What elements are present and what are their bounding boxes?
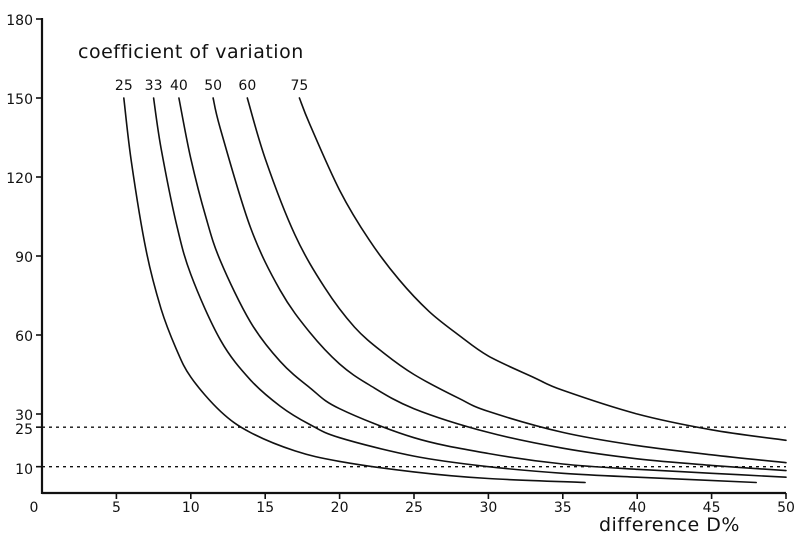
y-tick-label-30: 30 — [15, 408, 33, 424]
ticks — [36, 18, 787, 499]
y-tick-label-10: 10 — [15, 462, 33, 478]
x-tick-label-45: 45 — [703, 500, 721, 516]
x-tick-label-50: 50 — [777, 500, 794, 516]
y-tick-label-120: 120 — [6, 171, 33, 187]
series-label-40: 40 — [170, 78, 188, 94]
x-axis-title: difference D% — [599, 514, 740, 536]
y-tick-label-150: 150 — [6, 92, 33, 108]
curve-cv-50 — [212, 97, 787, 472]
curve-cv-25 — [123, 97, 586, 484]
curves — [123, 97, 787, 484]
series-label-33: 33 — [145, 78, 163, 94]
series-label-25: 25 — [115, 78, 133, 94]
series-labels: 25 33 40 50 60 75 — [115, 78, 308, 94]
reference-lines — [42, 426, 786, 468]
series-label-50: 50 — [204, 78, 222, 94]
curve-cv-75 — [298, 97, 787, 442]
series-label-75: 75 — [291, 78, 309, 94]
y-tick-label-25: 25 — [15, 422, 33, 438]
x-tick-label-30: 30 — [479, 500, 497, 516]
x-tick-label-35: 35 — [554, 500, 572, 516]
curve-cv-40 — [178, 97, 787, 478]
x-tick-label-5: 5 — [112, 500, 121, 516]
x-tick-label-0: 0 — [30, 500, 39, 516]
y-tick-label-90: 90 — [15, 250, 33, 266]
legend-title: coefficient of variation — [78, 41, 304, 63]
y-tick-label-180: 180 — [6, 13, 33, 29]
x-tick-label-20: 20 — [331, 500, 349, 516]
x-tick-label-10: 10 — [182, 500, 200, 516]
x-tick-label-40: 40 — [628, 500, 646, 516]
y-tick-label-60: 60 — [15, 329, 33, 345]
x-tick-label-15: 15 — [256, 500, 274, 516]
curve-cv-33 — [152, 97, 757, 484]
x-tick-label-25: 25 — [405, 500, 423, 516]
series-label-60: 60 — [238, 78, 256, 94]
curve-cv-60 — [246, 97, 787, 464]
